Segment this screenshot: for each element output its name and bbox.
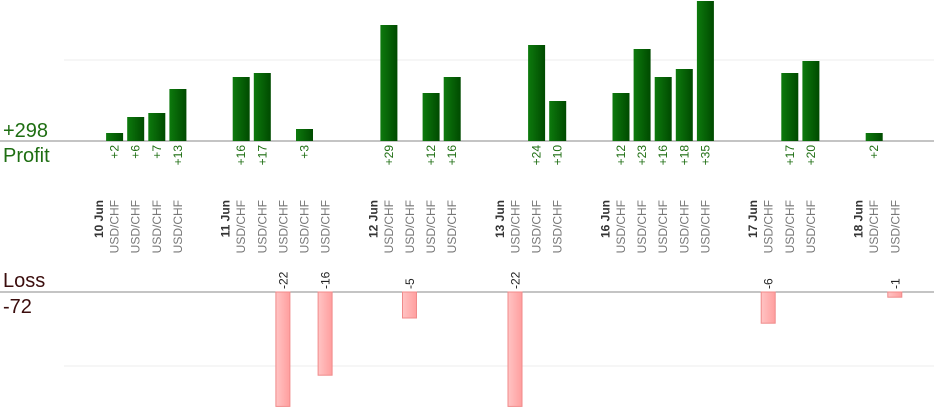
profit-bar xyxy=(781,73,799,141)
date-label: 10 Jun xyxy=(92,200,106,238)
loss-bar xyxy=(402,291,417,319)
profit-value-label: +29 xyxy=(382,145,396,166)
loss-label: Loss xyxy=(3,270,46,292)
trade-pair-label: USD/CHF xyxy=(656,200,670,253)
trade-pair-label: USD/CHF xyxy=(698,200,712,253)
date-label: 12 Jun xyxy=(366,200,380,238)
profit-value-label: +13 xyxy=(171,145,185,166)
loss-bar xyxy=(317,291,333,376)
profit-value-label: +16 xyxy=(445,145,459,166)
trade-pair-label: USD/CHF xyxy=(762,200,776,253)
loss-bar xyxy=(275,291,291,407)
trade-pair-label: USD/CHF xyxy=(255,200,269,253)
trade-pair-label: USD/CHF xyxy=(108,200,122,253)
loss-bar xyxy=(760,291,776,324)
date-label: 13 Jun xyxy=(493,200,507,238)
profit-bar xyxy=(106,133,124,141)
trade-pair-label: USD/CHF xyxy=(614,200,628,253)
trade-pair-label: USD/CHF xyxy=(424,200,438,253)
loss-value-label: -22 xyxy=(509,271,523,289)
profit-bar xyxy=(696,1,714,141)
trade-pair-label: USD/CHF xyxy=(783,200,797,253)
profit-value-label: +12 xyxy=(614,145,628,166)
trade-pair-label: USD/CHF xyxy=(403,200,417,253)
profit-bar xyxy=(865,133,883,141)
trade-pair-label: USD/CHF xyxy=(171,200,185,253)
profit-bar xyxy=(148,113,166,141)
profit-label: Profit xyxy=(3,145,50,167)
profit-bar xyxy=(633,49,651,141)
loss-value-label: -5 xyxy=(403,278,417,289)
trade-pair-label: USD/CHF xyxy=(530,200,544,253)
trade-pair-label: USD/CHF xyxy=(150,200,164,253)
profit-value-label: +24 xyxy=(530,145,544,166)
loss-value-label: -1 xyxy=(888,278,902,289)
profit-value-label: +17 xyxy=(255,145,269,166)
profit-bar xyxy=(380,25,398,141)
profit-bar xyxy=(127,117,145,141)
profit-value-label: +16 xyxy=(234,145,248,166)
profit-bar xyxy=(232,77,250,141)
profit-value-label: +10 xyxy=(551,145,565,166)
date-label: 17 Jun xyxy=(746,200,760,238)
trade-pair-label: USD/CHF xyxy=(509,200,523,253)
trade-pair-label: USD/CHF xyxy=(276,200,290,253)
profit-value-label: +18 xyxy=(677,145,691,166)
date-label: 11 Jun xyxy=(219,200,233,237)
profit-bar xyxy=(169,89,187,141)
loss-value-label: -16 xyxy=(319,271,333,289)
trade-pair-label: USD/CHF xyxy=(445,200,459,253)
trade-pair-label: USD/CHF xyxy=(888,200,902,253)
profit-bar xyxy=(612,93,630,141)
profit-value-label: +2 xyxy=(867,145,881,159)
profit-value-label: +3 xyxy=(298,145,312,159)
profit-bar xyxy=(296,129,313,141)
trade-pair-label: USD/CHF xyxy=(129,200,143,253)
profit-bar xyxy=(253,73,271,141)
profit-bar xyxy=(675,69,693,141)
profit-value-label: +17 xyxy=(783,145,797,166)
profit-value-label: +6 xyxy=(129,145,143,159)
loss-value-label: -22 xyxy=(276,271,290,289)
profit-bar xyxy=(443,77,461,141)
profit-bar xyxy=(549,101,567,141)
profit-bar xyxy=(802,61,820,141)
loss-bar xyxy=(507,291,523,407)
profit-total: +298 xyxy=(3,120,49,142)
date-label: 16 Jun xyxy=(598,200,612,238)
profit-bar xyxy=(422,93,440,141)
profit-bar xyxy=(654,77,672,141)
loss-bar xyxy=(887,291,903,298)
loss-value-label: -6 xyxy=(762,278,776,289)
date-label: 18 Jun xyxy=(852,200,866,238)
trade-pair-label: USD/CHF xyxy=(551,200,565,253)
profit-value-label: +35 xyxy=(698,145,712,166)
loss-total: -72 xyxy=(3,296,32,318)
profit-value-label: +2 xyxy=(108,145,122,159)
trade-pair-label: USD/CHF xyxy=(382,200,396,253)
profit-value-label: +20 xyxy=(804,145,818,166)
profit-value-label: +12 xyxy=(424,145,438,166)
profit-value-label: +7 xyxy=(150,145,164,159)
profit-value-label: +23 xyxy=(635,145,649,166)
trade-pair-label: USD/CHF xyxy=(234,200,248,253)
profit-value-label: +16 xyxy=(656,145,670,166)
trade-pair-label: USD/CHF xyxy=(635,200,649,253)
trade-pair-label: USD/CHF xyxy=(298,200,312,253)
trade-pair-label: USD/CHF xyxy=(867,200,881,253)
trade-pair-label: USD/CHF xyxy=(319,200,333,253)
trade-pair-label: USD/CHF xyxy=(804,200,818,253)
trade-pair-label: USD/CHF xyxy=(677,200,691,253)
profit-bar xyxy=(528,45,546,141)
